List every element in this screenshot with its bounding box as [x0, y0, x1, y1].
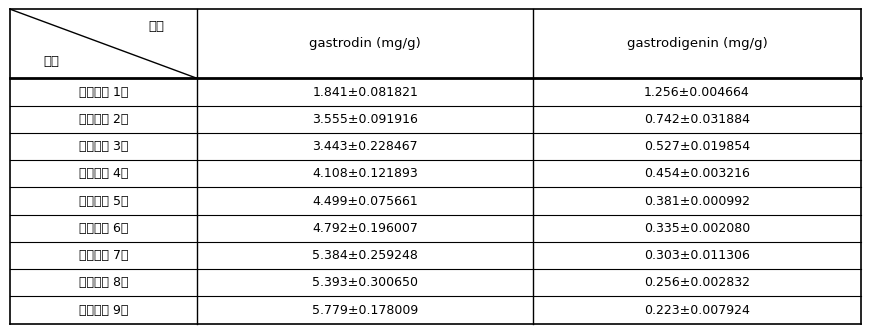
Text: 0.256±0.002832: 0.256±0.002832 — [644, 276, 750, 289]
Text: 천마유피 3증: 천마유피 3증 — [79, 140, 129, 153]
Text: 시료: 시료 — [44, 55, 59, 68]
Text: 4.108±0.121893: 4.108±0.121893 — [313, 167, 418, 180]
Text: 천마유피 8증: 천마유피 8증 — [79, 276, 129, 289]
Text: 5.393±0.300650: 5.393±0.300650 — [313, 276, 418, 289]
Text: 0.527±0.019854: 0.527±0.019854 — [644, 140, 750, 153]
Text: 천마유피 4증: 천마유피 4증 — [79, 167, 129, 180]
Text: 0.335±0.002080: 0.335±0.002080 — [644, 222, 750, 235]
Text: 0.303±0.011306: 0.303±0.011306 — [644, 249, 750, 262]
Text: 1.256±0.004664: 1.256±0.004664 — [644, 86, 750, 99]
Text: 4.499±0.075661: 4.499±0.075661 — [313, 194, 418, 207]
Text: 0.223±0.007924: 0.223±0.007924 — [644, 304, 750, 317]
Text: 0.381±0.000992: 0.381±0.000992 — [644, 194, 750, 207]
Text: 3.555±0.091916: 3.555±0.091916 — [313, 113, 418, 126]
Text: 천마유피 5증: 천마유피 5증 — [79, 194, 129, 207]
Text: 성분: 성분 — [148, 20, 165, 33]
Text: 0.454±0.003216: 0.454±0.003216 — [644, 167, 750, 180]
Text: gastrodin (mg/g): gastrodin (mg/g) — [309, 37, 422, 50]
Text: 천마유피 2증: 천마유피 2증 — [79, 113, 129, 126]
Text: 0.742±0.031884: 0.742±0.031884 — [644, 113, 750, 126]
Text: 1.841±0.081821: 1.841±0.081821 — [313, 86, 418, 99]
Text: 천마유피 7증: 천마유피 7증 — [79, 249, 129, 262]
Text: 5.384±0.259248: 5.384±0.259248 — [313, 249, 418, 262]
Text: 천마유피 9증: 천마유피 9증 — [79, 304, 129, 317]
Text: gastrodigenin (mg/g): gastrodigenin (mg/g) — [626, 37, 767, 50]
Text: 천마유피 1증: 천마유피 1증 — [79, 86, 129, 99]
Text: 천마유피 6증: 천마유피 6증 — [79, 222, 129, 235]
Text: 5.779±0.178009: 5.779±0.178009 — [312, 304, 418, 317]
Text: 4.792±0.196007: 4.792±0.196007 — [313, 222, 418, 235]
Text: 3.443±0.228467: 3.443±0.228467 — [313, 140, 418, 153]
